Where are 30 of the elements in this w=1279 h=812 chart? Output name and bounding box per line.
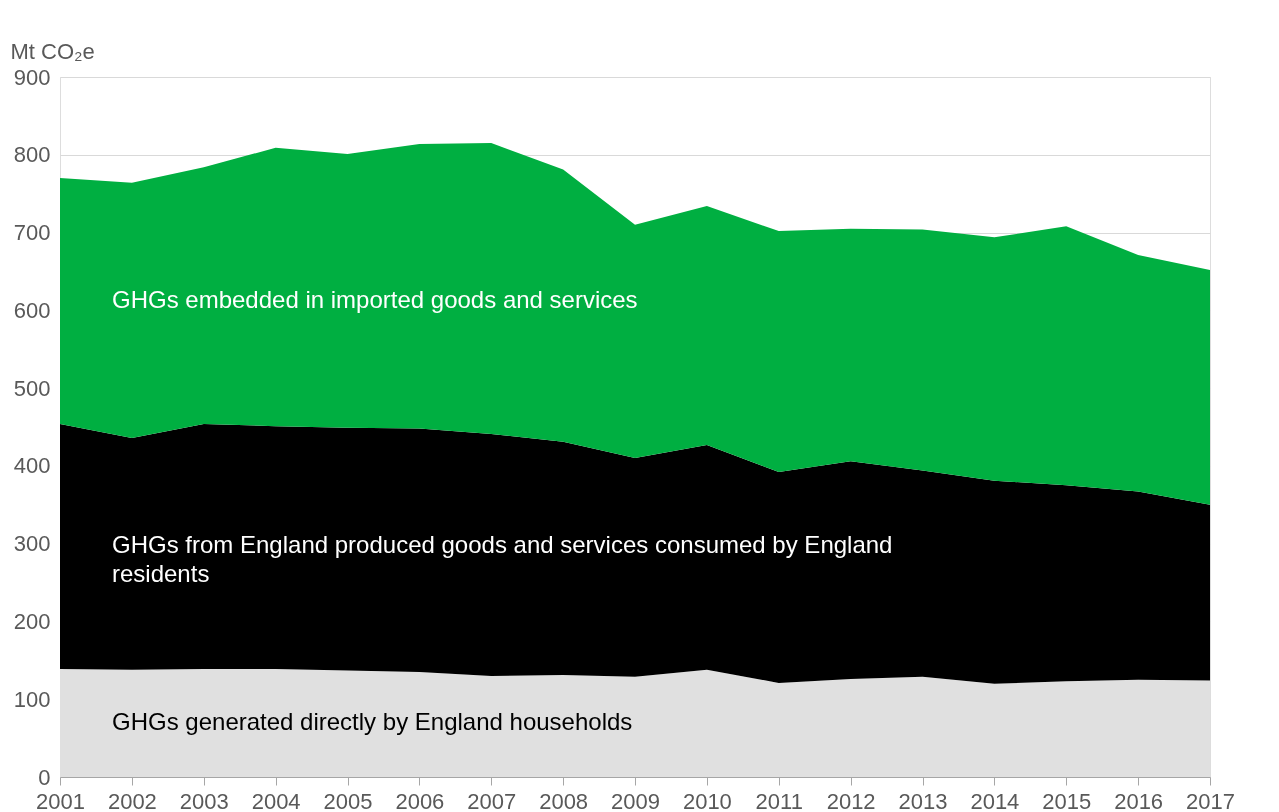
x-tick-label: 2017 <box>1186 788 1235 812</box>
x-tick-label: 2013 <box>898 788 948 812</box>
y-tick-label: 500 <box>13 375 51 401</box>
y-axis-title: Mt CO₂e <box>10 38 95 64</box>
x-tick-label: 2010 <box>682 788 732 812</box>
y-tick-label: 100 <box>13 686 51 712</box>
y-tick-label: 400 <box>13 453 51 479</box>
x-tick-label: 2016 <box>1114 788 1164 812</box>
x-tick-label: 2015 <box>1042 788 1092 812</box>
y-tick-label: 800 <box>13 142 51 168</box>
y-tick-label: 900 <box>13 64 51 90</box>
x-tick-label: 2006 <box>395 788 445 812</box>
x-tick-label: 2003 <box>179 788 229 812</box>
x-tick-label: 2004 <box>251 788 301 812</box>
y-tick-label: 700 <box>13 220 51 246</box>
y-tick-label: 300 <box>13 531 51 557</box>
y-tick-label: 0 <box>38 764 51 790</box>
x-tick-label: 2008 <box>539 788 589 812</box>
x-tick-label: 2011 <box>755 788 803 812</box>
x-tick-label: 2012 <box>826 788 876 812</box>
x-tick-label: 2007 <box>467 788 517 812</box>
y-tick-label: 200 <box>13 608 51 634</box>
y-tick-label: 600 <box>13 297 51 323</box>
x-tick-label: 2001 <box>36 788 85 812</box>
series-label: GHGs generated directly by England households <box>112 707 633 735</box>
x-tick-label: 2009 <box>611 788 660 812</box>
x-tick-label: 2005 <box>323 788 373 812</box>
series-label: GHGs embedded in imported goods and services <box>112 286 638 313</box>
x-tick-label: 2014 <box>970 788 1020 812</box>
x-tick-label: 2002 <box>107 788 157 812</box>
